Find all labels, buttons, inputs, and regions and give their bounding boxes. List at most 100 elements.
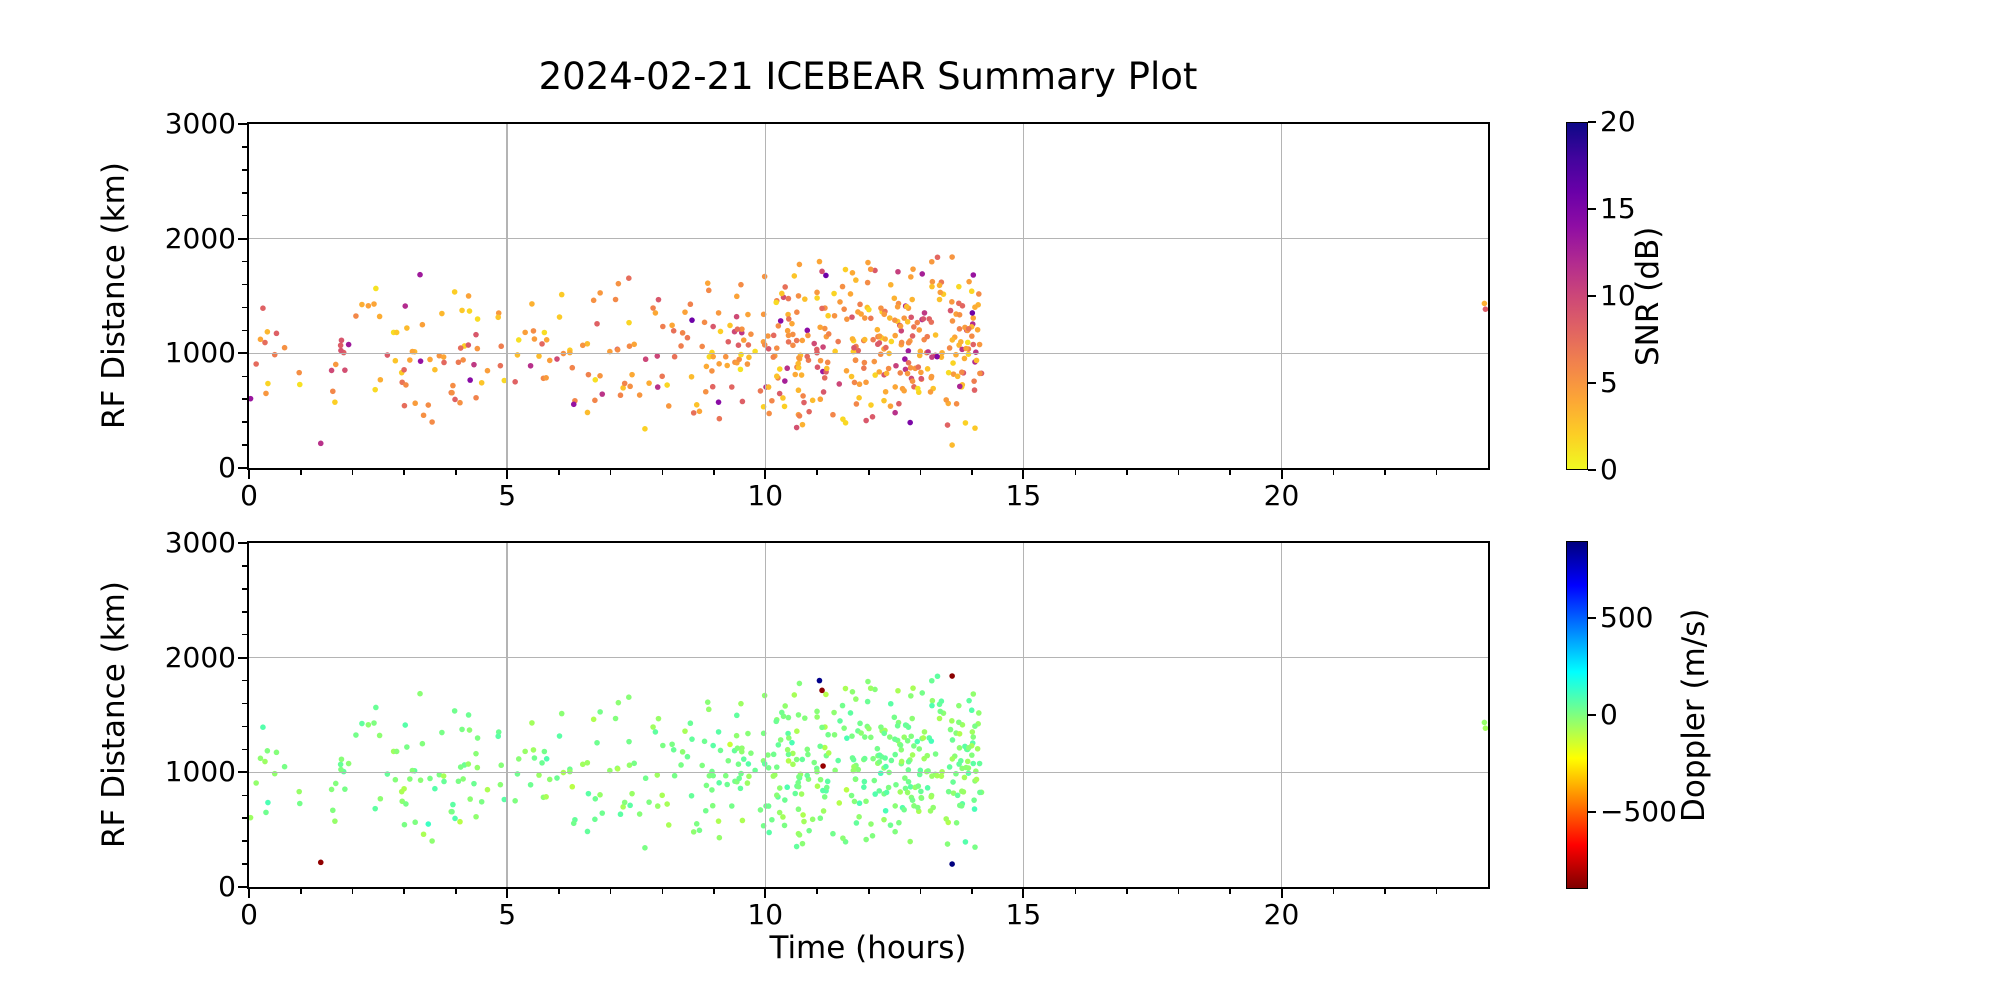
y-minor-tick [242,588,247,590]
x-minor-tick [713,889,715,894]
snr-scatter-plot [247,122,1490,470]
x-gridline [1280,543,1283,887]
x-minor-tick [1074,470,1076,475]
x-gridline [764,543,766,887]
y-tick-label: 2000 [164,221,236,255]
x-tick-label: 15 [1005,898,1042,931]
x-minor-tick [816,889,818,894]
y-minor-tick [242,748,247,751]
x-major-tick [1280,470,1283,479]
doppler-scatter-plot [247,541,1490,889]
x-gridline [506,543,508,887]
colorbar-tick-label: 20 [1600,105,1636,138]
x-axis-label: Time (hours) [769,930,967,966]
y-minor-tick [242,283,247,286]
y-major-tick [238,656,247,659]
snr-colorbar [1566,122,1588,470]
y-minor-tick [242,329,247,332]
y-tick-label: 1000 [164,336,236,370]
x-minor-tick [351,470,354,475]
y-minor-tick [242,817,247,819]
y-minor-tick [242,214,247,217]
y-minor-tick [242,565,247,567]
y-minor-tick [242,375,247,378]
y-minor-tick [242,444,247,446]
x-minor-tick [1332,889,1335,894]
doppler-colorbar [1566,541,1588,889]
y-gridline [249,771,1488,774]
y-tick-label: 3000 [164,107,236,140]
x-tick-label: 10 [747,898,784,931]
x-minor-tick [919,470,922,475]
colorbar-tick-label: 0 [1600,453,1618,486]
x-minor-tick [868,470,870,475]
x-tick-label: 0 [240,479,258,512]
x-major-tick [506,470,509,479]
x-minor-tick [971,470,973,475]
x-minor-tick [868,889,870,894]
x-minor-tick [1332,470,1335,475]
x-minor-tick [1126,889,1128,894]
x-tick-label: 5 [498,898,517,931]
y-tick-label: 1000 [164,755,236,789]
x-major-tick [764,889,767,898]
y-minor-tick [242,633,247,636]
y-major-tick [238,123,247,125]
x-minor-tick [300,889,302,894]
y-minor-tick [242,421,247,423]
x-minor-tick [1384,470,1386,475]
x-major-tick [1022,889,1025,898]
x-minor-tick [300,470,302,475]
y-tick-label: 2000 [164,640,236,674]
x-tick-label: 0 [240,898,258,931]
colorbar-tick [1588,617,1596,620]
y-minor-tick [242,260,247,263]
x-minor-tick [609,470,612,475]
colorbar-tick [1588,714,1596,716]
x-gridline [1022,124,1025,468]
colorbar-tick-label: 5 [1600,366,1618,399]
x-tick-label: 15 [1005,479,1042,512]
y-gridline [249,656,1488,659]
x-tick-label: 5 [498,479,517,512]
x-minor-tick [661,470,663,475]
x-major-tick [764,470,767,479]
x-major-tick [248,889,250,898]
x-minor-tick [919,889,922,894]
y-minor-tick [242,146,247,148]
x-major-tick [1280,889,1283,898]
x-minor-tick [1177,470,1180,475]
colorbar-tick-label: −500 [1600,794,1677,828]
y-major-tick [238,542,247,544]
x-minor-tick [609,889,612,894]
snr-colorbar-gradient [1567,123,1587,469]
snr-scatter-canvas [249,124,1488,468]
doppler-colorbar-label: Doppler (m/s) [1676,608,1712,822]
x-minor-tick [1435,889,1438,894]
y-minor-tick [242,702,247,705]
x-major-tick [1022,470,1025,479]
x-minor-tick [558,470,560,475]
x-minor-tick [1126,470,1128,475]
x-minor-tick [351,889,354,894]
x-gridline [1022,543,1025,887]
x-minor-tick [816,470,818,475]
y-minor-tick [242,725,247,728]
x-minor-tick [713,470,715,475]
x-minor-tick [1229,470,1231,475]
x-gridline [1280,124,1283,468]
x-gridline [506,124,508,468]
colorbar-tick-label: 500 [1600,601,1654,635]
x-minor-tick [971,889,973,894]
colorbar-tick-label: 15 [1600,192,1636,225]
colorbar-tick [1588,469,1596,471]
y-minor-tick [242,794,247,797]
y-minor-tick [242,611,247,613]
colorbar-tick [1588,208,1596,210]
colorbar-tick-label: 0 [1600,698,1618,731]
y-tick-label: 0 [218,451,236,484]
y-major-tick [238,352,247,355]
x-minor-tick [455,889,457,894]
colorbar-tick-label: 10 [1600,279,1636,312]
